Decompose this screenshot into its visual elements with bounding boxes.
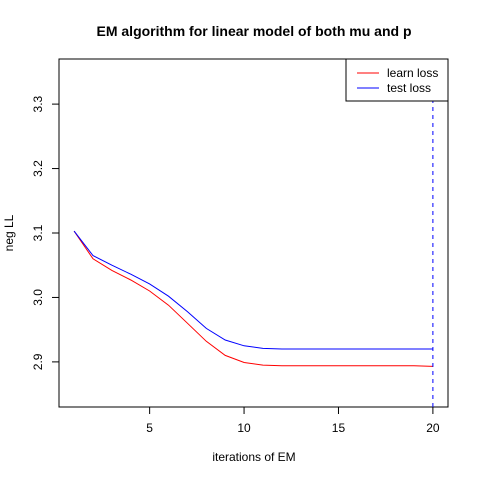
- y-axis-label: neg LL: [2, 214, 16, 251]
- x-tick-label: 15: [332, 421, 346, 435]
- x-axis: 5 10 15 20: [146, 407, 440, 435]
- x-tick-label: 10: [237, 421, 251, 435]
- series-line-learn-loss: [73, 230, 433, 367]
- x-tick-label: 5: [146, 421, 153, 435]
- y-tick-label: 3.3: [31, 95, 45, 112]
- plot-lines: [73, 59, 434, 407]
- series-line-test-loss: [73, 230, 433, 350]
- legend-label: test loss: [387, 81, 431, 95]
- y-tick-label: 3.0: [31, 289, 45, 306]
- legend-label: learn loss: [387, 66, 438, 80]
- x-axis-label: iterations of EM: [212, 450, 295, 464]
- x-tick-label: 20: [426, 421, 440, 435]
- y-tick-label: 2.9: [31, 353, 45, 370]
- y-tick-label: 3.2: [31, 160, 45, 177]
- y-axis: 2.9 3.0 3.1 3.2 3.3: [31, 95, 59, 370]
- chart-title: EM algorithm for linear model of both mu…: [97, 23, 412, 39]
- legend-box: [345, 58, 449, 102]
- y-tick-label: 3.1: [31, 224, 45, 241]
